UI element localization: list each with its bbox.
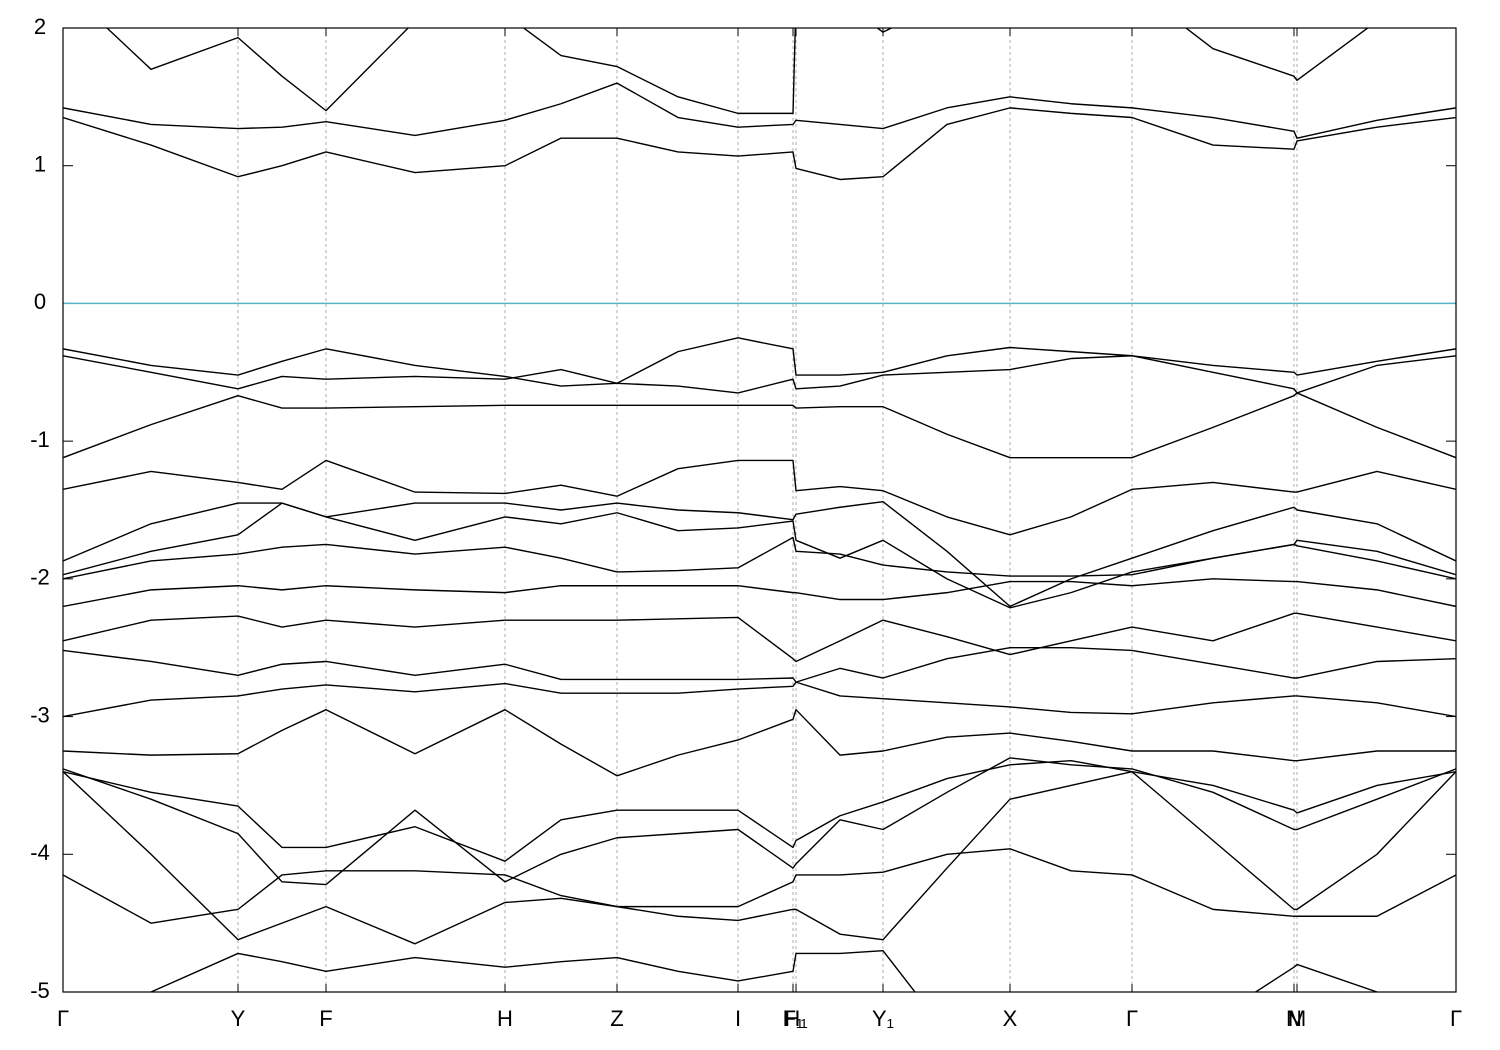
plot-frame — [62, 27, 1457, 993]
band — [149, 949, 1379, 992]
x-tick-label: F₁ — [783, 1006, 804, 1031]
y-tick-label: -2 — [30, 565, 50, 590]
x-tick-label: Y — [231, 1006, 246, 1031]
band — [63, 355, 1456, 394]
x-tick-label: N — [1286, 1006, 1302, 1031]
band — [63, 759, 1456, 862]
band — [63, 392, 1456, 459]
band — [63, 770, 1456, 945]
y-tick-label: -5 — [30, 978, 50, 1003]
y-tick-label: -3 — [30, 702, 50, 727]
x-tick-label: I — [735, 1006, 741, 1031]
y-tick-label: 2 — [34, 14, 46, 39]
y-tick-label: -4 — [30, 840, 50, 865]
x-tick-label: H — [497, 1006, 513, 1031]
band — [63, 647, 1456, 683]
band — [63, 337, 1456, 387]
x-tick-label: Γ — [1126, 1006, 1138, 1031]
x-tick-label: Γ — [57, 1006, 69, 1031]
band — [63, 708, 1456, 777]
band — [63, 501, 1456, 608]
band — [63, 107, 1456, 181]
y-tick-label: -1 — [30, 427, 50, 452]
band — [63, 536, 1456, 580]
x-tick-label: Y₁ — [872, 1006, 894, 1031]
band — [63, 681, 1456, 718]
band — [63, 82, 1456, 139]
x-tick-label: Z — [610, 1006, 623, 1031]
y-tick-label: 0 — [34, 289, 46, 314]
x-tick-label: H₁ — [784, 1006, 807, 1031]
x-tick-label: F — [319, 1006, 332, 1031]
band — [105, 28, 1369, 115]
x-tick-label: Γ — [1450, 1006, 1462, 1031]
band — [63, 612, 1456, 663]
band — [63, 578, 1456, 608]
band — [63, 848, 1456, 924]
band — [63, 757, 1456, 886]
x-tick-label: M — [1288, 1006, 1306, 1031]
x-tick-label: X — [1003, 1006, 1018, 1031]
bands — [63, 28, 1456, 992]
band — [63, 459, 1456, 536]
y-tick-label: 1 — [34, 152, 46, 177]
